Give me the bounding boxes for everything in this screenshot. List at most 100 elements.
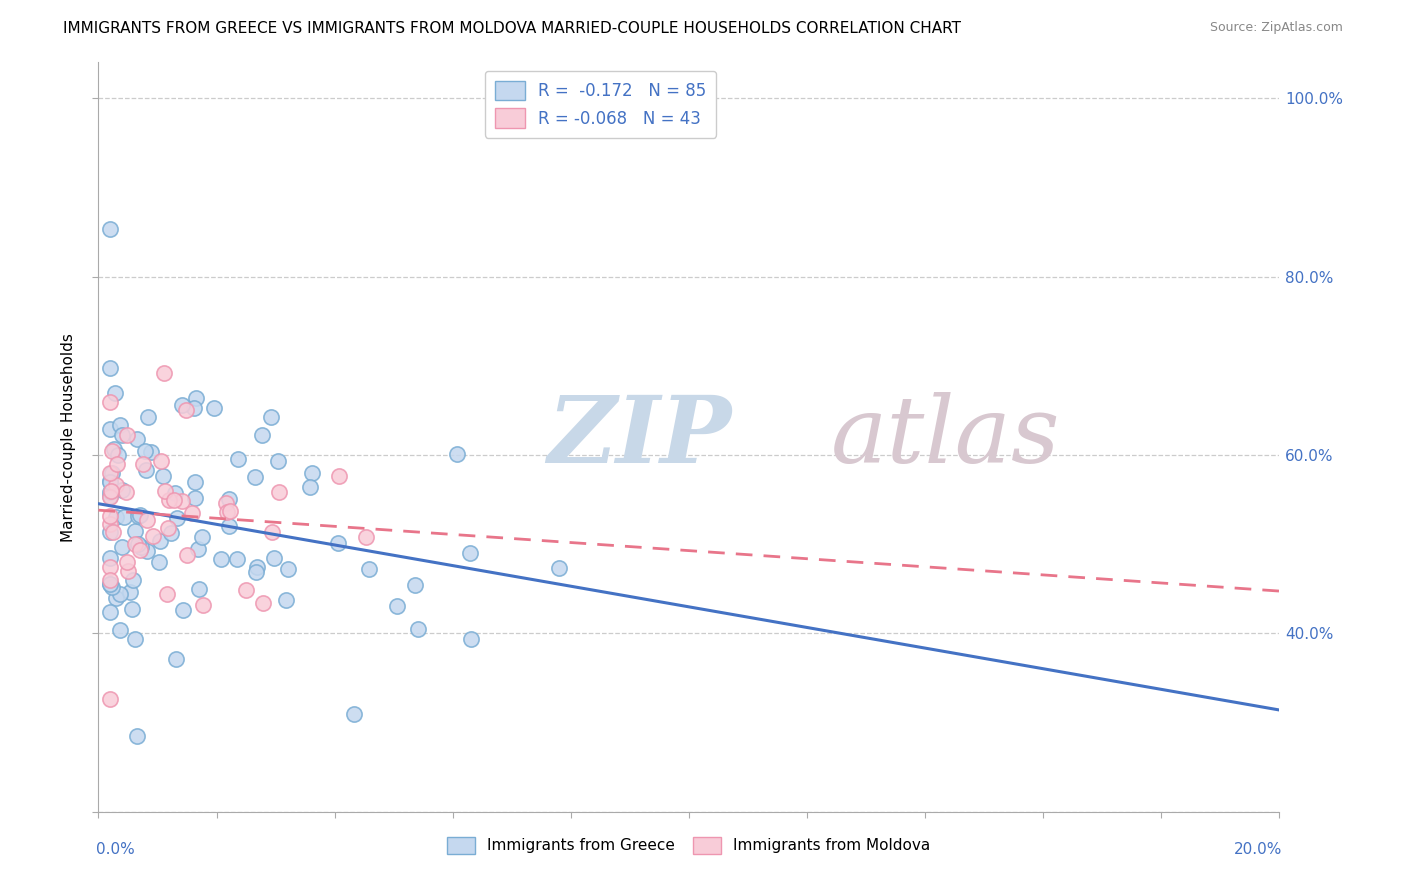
Point: [125, 729, 148, 743]
Text: ZIP: ZIP: [547, 392, 731, 482]
Point: [170, 398, 193, 412]
Point: [250, 428, 273, 442]
Point: [105, 510, 128, 524]
Point: [112, 510, 135, 524]
Point: [98, 559, 121, 574]
Point: [215, 496, 238, 510]
Point: [157, 492, 180, 507]
Point: [385, 599, 408, 614]
Point: [111, 427, 134, 442]
Point: [98, 524, 121, 539]
Point: [191, 599, 214, 613]
Point: [98, 422, 121, 436]
Point: [142, 529, 165, 543]
Point: [149, 453, 172, 467]
Legend: Immigrants from Greece, Immigrants from Moldova: Immigrants from Greece, Immigrants from …: [441, 830, 936, 860]
Point: [98, 551, 121, 566]
Point: [172, 494, 194, 508]
Point: [180, 506, 202, 520]
Point: [136, 410, 159, 425]
Point: [446, 446, 468, 460]
Text: atlas: atlas: [831, 392, 1060, 482]
Point: [98, 485, 121, 500]
Point: [202, 401, 225, 415]
Point: [408, 623, 430, 637]
Point: [298, 480, 321, 494]
Point: [235, 582, 257, 597]
Point: [246, 560, 269, 574]
Point: [153, 483, 176, 498]
Point: [209, 552, 232, 566]
Point: [226, 552, 249, 566]
Point: [129, 543, 152, 558]
Point: [98, 395, 121, 409]
Point: [98, 517, 121, 532]
Point: [166, 511, 188, 525]
Point: [98, 509, 121, 524]
Point: [260, 409, 283, 424]
Point: [129, 540, 152, 554]
Point: [184, 491, 207, 505]
Point: [269, 485, 291, 500]
Point: [134, 443, 156, 458]
Text: Source: ZipAtlas.com: Source: ZipAtlas.com: [1209, 21, 1343, 34]
Point: [176, 548, 198, 562]
Point: [301, 466, 323, 480]
Point: [328, 468, 350, 483]
Point: [100, 483, 122, 498]
Point: [359, 562, 381, 576]
Point: [174, 403, 197, 417]
Point: [98, 577, 121, 591]
Point: [215, 505, 238, 519]
Point: [160, 525, 183, 540]
Point: [101, 524, 124, 539]
Point: [98, 475, 121, 489]
Point: [115, 555, 138, 569]
Point: [101, 444, 124, 458]
Point: [108, 587, 131, 601]
Point: [135, 544, 157, 558]
Point: [98, 605, 121, 619]
Point: [245, 566, 267, 580]
Point: [98, 489, 121, 503]
Point: [156, 521, 179, 535]
Point: [108, 417, 131, 432]
Point: [136, 513, 159, 527]
Point: [105, 591, 128, 605]
Point: [98, 576, 121, 591]
Point: [117, 564, 139, 578]
Point: [219, 504, 242, 518]
Point: [105, 478, 128, 492]
Text: IMMIGRANTS FROM GREECE VS IMMIGRANTS FROM MOLDOVA MARRIED-COUPLE HOUSEHOLDS CORR: IMMIGRANTS FROM GREECE VS IMMIGRANTS FRO…: [63, 21, 962, 36]
Point: [103, 386, 125, 401]
Point: [105, 457, 128, 471]
Point: [120, 584, 142, 599]
Point: [163, 493, 186, 508]
Point: [183, 401, 205, 415]
Point: [184, 475, 207, 490]
Point: [404, 577, 426, 591]
Point: [129, 508, 152, 522]
Point: [267, 454, 290, 468]
Point: [98, 692, 121, 706]
Point: [98, 221, 121, 235]
Point: [107, 448, 129, 462]
Text: 20.0%: 20.0%: [1233, 842, 1282, 856]
Point: [260, 524, 283, 539]
Point: [354, 530, 377, 544]
Point: [124, 537, 146, 551]
Text: 0.0%: 0.0%: [96, 842, 135, 856]
Point: [152, 469, 174, 483]
Point: [277, 562, 299, 576]
Point: [101, 466, 124, 480]
Point: [139, 445, 162, 459]
Point: [100, 580, 122, 594]
Point: [98, 360, 121, 375]
Point: [187, 541, 209, 556]
Point: [342, 706, 364, 721]
Point: [228, 451, 250, 466]
Point: [548, 561, 571, 575]
Point: [122, 574, 145, 588]
Point: [458, 546, 481, 560]
Point: [98, 466, 121, 480]
